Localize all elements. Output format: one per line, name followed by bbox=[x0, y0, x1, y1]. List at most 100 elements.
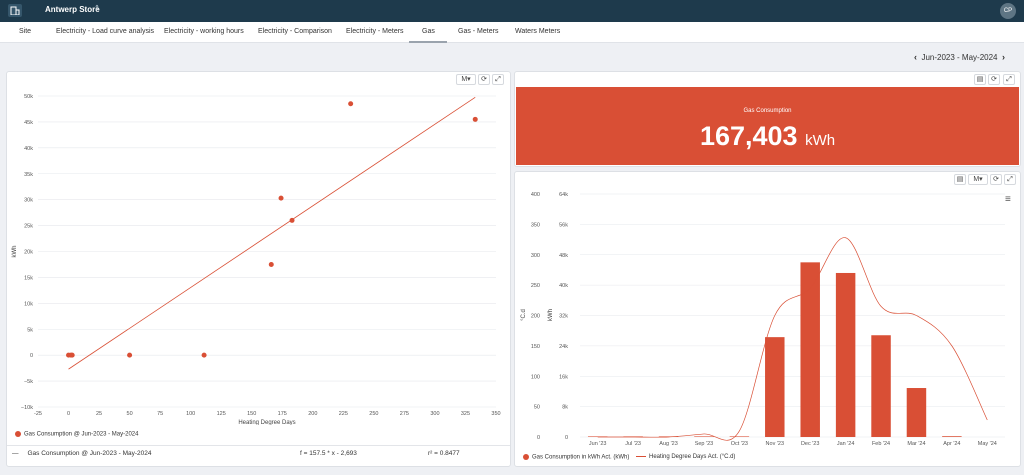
x-tick-label: Aug '23 bbox=[659, 441, 677, 447]
left-axis-title: °C.d bbox=[521, 309, 527, 321]
left-axis-tick-label: 250 bbox=[531, 283, 540, 289]
right-axis-tick-label: 24k bbox=[559, 344, 568, 350]
right-axis-tick-label: 8k bbox=[562, 405, 568, 411]
data-point bbox=[201, 352, 207, 358]
bar bbox=[942, 436, 962, 437]
active-tab-indicator bbox=[409, 41, 447, 43]
date-range-label[interactable]: Jun-2023 - May-2024 bbox=[921, 53, 998, 62]
x-tick-label: May '24 bbox=[978, 441, 997, 447]
scatter-panel bbox=[6, 71, 511, 467]
tab-electricity-load-curve[interactable]: Electricity - Load curve analysis bbox=[56, 28, 155, 35]
x-tick-label: Jan '24 bbox=[837, 441, 855, 447]
y-tick-label: 0 bbox=[30, 353, 33, 359]
tab-electricity-meters[interactable]: Electricity - Meters bbox=[346, 28, 404, 35]
legend-dot-icon bbox=[523, 454, 529, 460]
date-range: ‹ Jun-2023 - May-2024 › bbox=[914, 52, 1005, 62]
x-tick-label: 200 bbox=[308, 411, 317, 417]
tab-gas-meters[interactable]: Gas - Meters bbox=[458, 28, 499, 35]
x-tick-label: 25 bbox=[96, 411, 102, 417]
data-point bbox=[472, 116, 478, 122]
x-tick-label: 125 bbox=[217, 411, 226, 417]
previous-period-icon[interactable]: ‹ bbox=[914, 52, 917, 62]
gas-consumption-kpi: Gas Consumption 167,403 kWh bbox=[516, 87, 1019, 165]
kpi-expand-icon[interactable]: ⤢ bbox=[1003, 74, 1015, 85]
chart-menu-icon[interactable]: ≡ bbox=[1005, 194, 1011, 205]
bar bbox=[871, 335, 891, 437]
right-axis-tick-label: 0 bbox=[565, 435, 568, 441]
right-axis-tick-label: 16k bbox=[559, 374, 568, 380]
store-selector-caret-icon[interactable]: ⇕ bbox=[94, 5, 100, 12]
regression-r-squared: r² = 0.8477 bbox=[428, 450, 460, 457]
combo-refresh-icon[interactable]: ⟳ bbox=[990, 174, 1002, 185]
tab-gas[interactable]: Gas bbox=[422, 28, 435, 35]
refresh-icon[interactable]: ⟳ bbox=[478, 74, 490, 85]
data-point bbox=[69, 352, 75, 358]
x-tick-label: Nov '23 bbox=[766, 441, 784, 447]
y-tick-label: 45k bbox=[24, 120, 33, 126]
y-tick-label: 25k bbox=[24, 224, 33, 230]
y-tick-label: 30k bbox=[24, 198, 33, 204]
bar bbox=[800, 262, 820, 437]
tab-waters-meters[interactable]: Waters Meters bbox=[515, 28, 561, 35]
y-tick-label: 10k bbox=[24, 301, 33, 307]
expand-icon[interactable]: ⤢ bbox=[492, 74, 504, 85]
x-tick-label: 75 bbox=[157, 411, 163, 417]
x-tick-label: 275 bbox=[400, 411, 409, 417]
y-tick-label: −10k bbox=[21, 405, 33, 411]
y-tick-label: 20k bbox=[24, 250, 33, 256]
left-axis-tick-label: 50 bbox=[534, 405, 540, 411]
export-icon[interactable]: ▤ bbox=[974, 74, 986, 85]
y-tick-label: −5k bbox=[24, 379, 33, 385]
next-period-icon[interactable]: › bbox=[1001, 52, 1005, 62]
right-axis-title: kWh bbox=[548, 309, 554, 321]
left-axis-tick-label: 200 bbox=[531, 314, 540, 320]
trendline bbox=[68, 96, 476, 370]
combo-legend-line-label: Heating Degree Days Act. (°C.d) bbox=[649, 454, 736, 460]
tab-site[interactable]: Site bbox=[19, 28, 32, 35]
combo-legend-bar[interactable]: Gas Consumption in kWh Act. (kWh) bbox=[523, 454, 629, 461]
x-tick-label: 250 bbox=[369, 411, 378, 417]
x-tick-label: 300 bbox=[430, 411, 439, 417]
x-tick-label: 225 bbox=[339, 411, 348, 417]
data-point bbox=[268, 261, 274, 267]
right-axis-tick-label: 64k bbox=[559, 192, 568, 198]
top-bar: Antwerp Store ⇕ CP bbox=[0, 0, 1024, 22]
divider bbox=[7, 445, 510, 446]
bar bbox=[729, 436, 750, 437]
x-tick-label: -25 bbox=[34, 411, 42, 417]
y-tick-label: 40k bbox=[24, 146, 33, 152]
scatter-legend[interactable]: Gas Consumption @ Jun-2023 - May-2024 bbox=[15, 431, 138, 438]
data-point bbox=[348, 101, 354, 107]
tab-electricity-comparison[interactable]: Electricity - Comparison bbox=[258, 28, 332, 35]
x-axis-title: Heating Degree Days bbox=[238, 420, 295, 425]
store-selector[interactable]: Antwerp Store bbox=[45, 5, 100, 14]
y-tick-label: 35k bbox=[24, 172, 33, 178]
x-tick-label: Dec '23 bbox=[801, 441, 819, 447]
avatar[interactable]: CP bbox=[1000, 3, 1016, 19]
kpi-refresh-icon[interactable]: ⟳ bbox=[988, 74, 1000, 85]
combo-legend-line[interactable]: Heating Degree Days Act. (°C.d) bbox=[636, 454, 735, 460]
x-tick-label: Oct '23 bbox=[731, 441, 748, 447]
right-axis-tick-label: 56k bbox=[559, 222, 568, 228]
left-axis-tick-label: 300 bbox=[531, 253, 540, 259]
left-axis-tick-label: 150 bbox=[531, 344, 540, 350]
combo-period-select[interactable]: M▾ bbox=[968, 174, 988, 185]
building-icon[interactable] bbox=[8, 4, 22, 17]
y-axis-title: kWh bbox=[12, 246, 18, 258]
period-select[interactable]: M▾ bbox=[456, 74, 476, 85]
regression-series-label: Gas Consumption @ Jun-2023 - May-2024 bbox=[27, 450, 152, 457]
tab-electricity-working-hours[interactable]: Electricity - working hours bbox=[164, 28, 244, 35]
combo-export-icon[interactable]: ▤ bbox=[954, 174, 966, 185]
right-axis-tick-label: 48k bbox=[559, 253, 568, 259]
right-axis-tick-label: 40k bbox=[559, 283, 568, 289]
x-tick-label: Jul '23 bbox=[625, 441, 641, 447]
x-tick-label: 150 bbox=[247, 411, 256, 417]
left-axis-tick-label: 100 bbox=[531, 374, 540, 380]
y-tick-label: 50k bbox=[24, 94, 33, 100]
combo-expand-icon[interactable]: ⤢ bbox=[1004, 174, 1016, 185]
right-axis-tick-label: 32k bbox=[559, 314, 568, 320]
x-tick-label: 350 bbox=[491, 411, 500, 417]
regression-series: — Gas Consumption @ Jun-2023 - May-2024 bbox=[12, 450, 152, 457]
scatter-chart: −10k −5k 0 5k 10k 15k 20k 25k 30k 35k 40k 45k 50k -25… bbox=[12, 94, 501, 425]
kpi-number: 167,403 bbox=[699, 121, 798, 151]
